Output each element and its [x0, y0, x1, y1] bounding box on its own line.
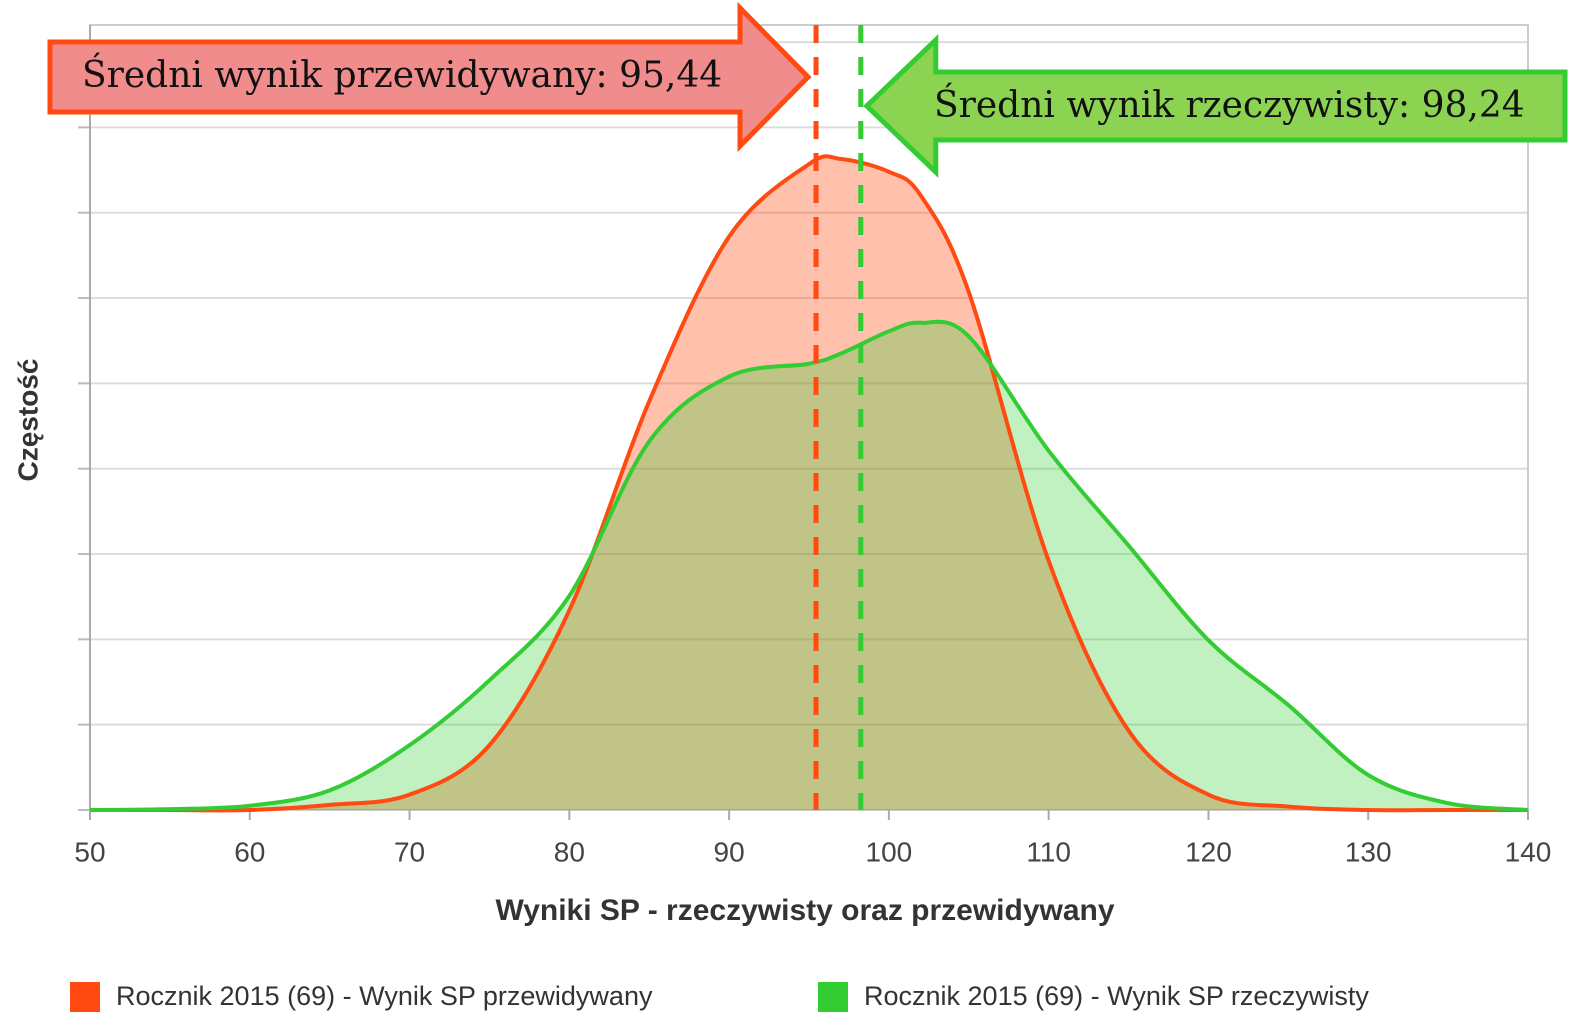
annotation-label: Średni wynik przewidywany: 95,44: [82, 54, 722, 96]
x-tick-label: 70: [394, 836, 425, 867]
legend-label: Rocznik 2015 (69) - Wynik SP rzeczywisty: [864, 981, 1369, 1011]
area-fill: [90, 156, 1528, 811]
annotation-label: Średni wynik rzeczywisty: 98,24: [934, 84, 1525, 126]
x-tick-label: 50: [74, 836, 105, 867]
x-tick-label: 130: [1345, 836, 1392, 867]
x-tick-label: 80: [554, 836, 585, 867]
legend-swatch: [70, 982, 100, 1012]
x-tick-label: 100: [866, 836, 913, 867]
x-tick-label: 140: [1505, 836, 1552, 867]
annotation-arrow: [863, 34, 1568, 178]
x-axis-label: Wyniki SP - rzeczywisty oraz przewidywan…: [495, 894, 1114, 927]
x-tick-label: 110: [1026, 836, 1071, 867]
area-line: [89, 319, 1529, 812]
x-tick-label: 120: [1185, 836, 1232, 867]
x-tick-label: 60: [234, 836, 265, 867]
y-axis-label: Częstość: [12, 359, 43, 482]
area-fill: [90, 321, 1528, 810]
legend-swatch: [818, 982, 848, 1012]
area-line: [90, 154, 1528, 813]
legend-label: Rocznik 2015 (69) - Wynik SP przewidywan…: [116, 981, 653, 1011]
annotation-arrow: [47, 1, 812, 153]
x-tick-label: 90: [714, 836, 745, 867]
